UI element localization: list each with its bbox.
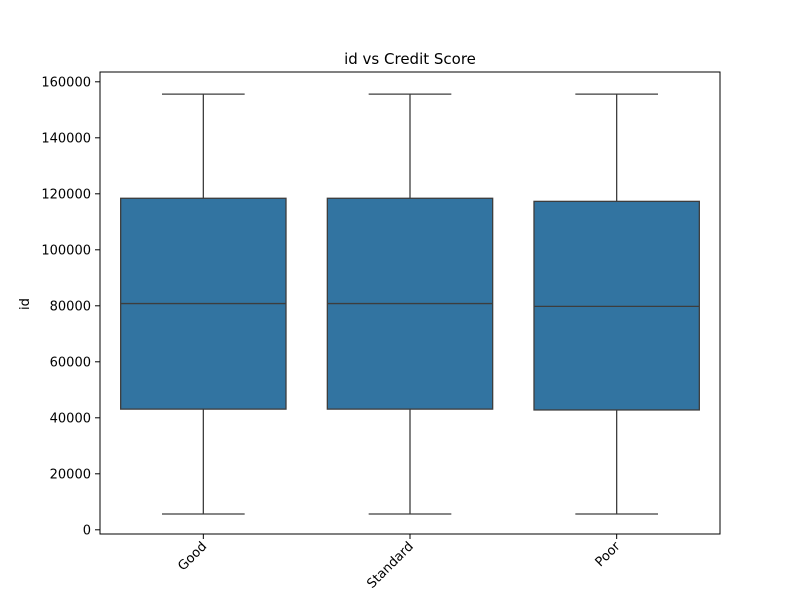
y-tick-label: 80000 bbox=[50, 299, 91, 314]
chart-title: id vs Credit Score bbox=[344, 50, 476, 68]
y-tick-label: 60000 bbox=[50, 355, 91, 370]
y-tick-label: 160000 bbox=[41, 75, 91, 90]
plot-frame bbox=[99, 71, 721, 535]
y-tick-label: 0 bbox=[83, 523, 91, 538]
y-tick-label: 140000 bbox=[41, 131, 91, 146]
y-axis-label: id bbox=[18, 298, 33, 310]
y-tick-label: 40000 bbox=[50, 411, 91, 426]
y-tick-label: 20000 bbox=[50, 467, 91, 482]
boxes-layer bbox=[120, 93, 700, 515]
y-tick-label: 100000 bbox=[41, 243, 91, 258]
y-tick-label: 120000 bbox=[41, 187, 91, 202]
box-poor bbox=[533, 200, 700, 411]
